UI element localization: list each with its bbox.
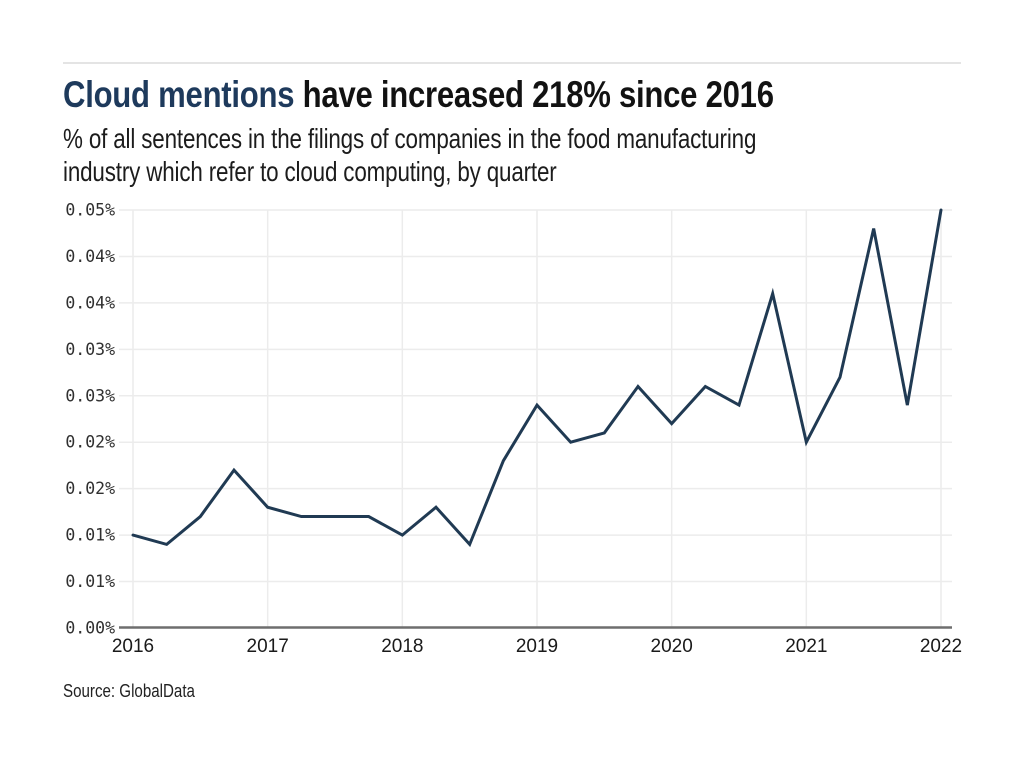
- y-tick-label: 0.02%: [65, 433, 115, 452]
- x-tick-label: 2020: [651, 636, 693, 657]
- x-tick-label: 2022: [920, 636, 962, 657]
- x-tick-label: 2021: [785, 636, 827, 657]
- x-tick-label: 2018: [381, 636, 423, 657]
- x-tick-label: 2017: [247, 636, 289, 657]
- top-divider: [63, 62, 961, 64]
- source-note: Source: GlobalData: [63, 681, 195, 701]
- x-tick-label: 2019: [516, 636, 558, 657]
- title-rest: have increased 218% since 2016: [294, 74, 774, 115]
- subtitle-line-2: industry which refer to cloud computing,…: [63, 156, 557, 187]
- y-tick-label: 0.05%: [65, 201, 115, 220]
- y-tick-label: 0.01%: [65, 526, 115, 545]
- x-tick-label: 2016: [112, 636, 154, 657]
- subtitle-line-1: % of all sentences in the filings of com…: [63, 123, 757, 154]
- y-tick-label: 0.02%: [65, 479, 115, 498]
- y-tick-label: 0.01%: [65, 572, 115, 591]
- y-tick-label: 0.03%: [65, 340, 115, 359]
- series-line: [131, 208, 943, 548]
- y-tick-label: 0.04%: [65, 247, 115, 266]
- chart-title: Cloud mentions have increased 218% since…: [63, 76, 774, 113]
- y-tick-label: 0.00%: [65, 619, 115, 638]
- title-highlight: Cloud mentions: [63, 74, 295, 115]
- y-tick-label: 0.03%: [65, 386, 115, 405]
- y-tick-label: 0.04%: [65, 293, 115, 312]
- chart-subtitle: % of all sentences in the filings of com…: [63, 122, 756, 188]
